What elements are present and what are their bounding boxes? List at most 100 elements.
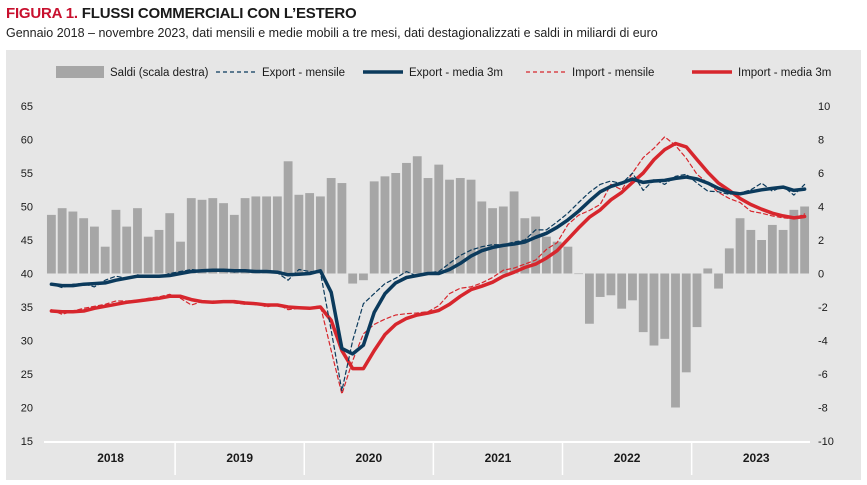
year-label: 2021: [485, 451, 512, 465]
saldi-bar: [262, 196, 272, 274]
saldi-bar: [746, 229, 756, 274]
saldi-bar: [735, 218, 745, 274]
legend-swatch-saldi: [56, 66, 104, 78]
saldi-bar: [477, 201, 487, 274]
saldi-bar: [68, 211, 78, 274]
saldi-bar: [391, 173, 401, 274]
saldi-bar: [154, 229, 164, 274]
saldi-bar: [531, 216, 541, 274]
y-right-tick: 0: [818, 269, 824, 281]
saldi-bar: [445, 179, 454, 274]
saldi-bar: [671, 273, 680, 408]
saldi-bar: [757, 240, 766, 274]
saldi-bar: [455, 178, 465, 274]
saldi-bar: [628, 273, 637, 301]
saldi-bar: [79, 218, 89, 274]
y-left-tick: 45: [21, 235, 33, 247]
y-left-tick: 20: [21, 403, 33, 415]
saldi-bar: [552, 241, 562, 274]
y-right-tick: 4: [818, 202, 824, 214]
saldi-bar: [563, 246, 573, 274]
saldi-bar: [778, 229, 788, 274]
saldi-bar: [57, 208, 67, 274]
saldi-bar: [541, 236, 551, 274]
saldi-bar: [402, 162, 411, 274]
saldi-bar: [111, 209, 121, 274]
saldi-bar: [315, 196, 325, 274]
saldi-bar: [90, 226, 99, 274]
saldi-bar: [692, 273, 702, 328]
year-label: 2019: [226, 451, 253, 465]
saldi-bar: [660, 273, 670, 339]
saldi-bar: [380, 176, 390, 274]
y-right-tick: 10: [818, 101, 830, 113]
y-left-tick: 15: [21, 436, 33, 448]
y-left-tick: 25: [21, 369, 33, 381]
saldi-bar: [789, 209, 799, 274]
saldi-bar: [595, 273, 605, 297]
saldi-bar: [305, 193, 315, 274]
saldi-bar: [509, 191, 519, 274]
y-left-tick: 50: [21, 202, 33, 214]
saldi-bar: [219, 203, 228, 274]
y-left-tick: 35: [21, 302, 33, 314]
saldi-bar: [800, 206, 810, 274]
y-left-tick: 65: [21, 101, 33, 113]
saldi-bar: [294, 194, 304, 274]
chart-subtitle: Gennaio 2018 – novembre 2023, dati mensi…: [6, 26, 658, 40]
saldi-bar: [714, 273, 723, 289]
chart-title: FIGURA 1. FLUSSI COMMERCIALI CON L’ESTER…: [6, 5, 357, 22]
saldi-bar: [574, 273, 584, 275]
saldi-bar: [326, 178, 336, 274]
y-right-tick: -8: [818, 403, 828, 415]
saldi-bar: [197, 199, 207, 274]
saldi-bar: [488, 208, 497, 274]
saldi-bar: [348, 273, 358, 284]
saldi-bar: [724, 248, 734, 274]
y-right-tick: -2: [818, 302, 828, 314]
saldi-bar: [100, 246, 110, 274]
saldi-bar: [649, 273, 659, 346]
year-label: 2018: [97, 451, 124, 465]
saldi-bar: [283, 161, 293, 274]
saldi-bar: [229, 214, 239, 274]
saldi-bar: [606, 273, 616, 296]
y-right-tick: 8: [818, 135, 824, 147]
chart-panel: Saldi (scala destra) Export - mensile Expo…: [6, 50, 861, 480]
legend-label: Saldi (scala destra): [110, 67, 209, 79]
year-label: 2020: [355, 451, 382, 465]
saldi-bar: [337, 183, 347, 274]
title-text: FLUSSI COMMERCIALI CON L’ESTERO: [81, 5, 357, 22]
y-left-tick: 30: [21, 336, 33, 348]
y-left-tick: 40: [21, 269, 33, 281]
y-left-tick: 60: [21, 135, 33, 147]
export-3m-line: [49, 175, 807, 356]
legend-label: Export - mensile: [262, 67, 345, 79]
saldi-bar: [359, 273, 368, 281]
year-label: 2022: [614, 451, 641, 465]
y-right-tick: 2: [818, 235, 824, 247]
y-right-tick: 6: [818, 168, 824, 180]
saldi-bar: [186, 198, 196, 274]
saldi-bar: [638, 273, 648, 333]
saldi-bar: [122, 226, 132, 274]
legend-label: Export - media 3m: [409, 67, 503, 79]
saldi-bar: [412, 156, 422, 274]
y-left-tick: 55: [21, 168, 33, 180]
saldi-bar: [46, 214, 56, 274]
saldi-bar: [165, 213, 175, 274]
saldi-bar: [272, 196, 282, 274]
saldi-bar: [681, 273, 691, 373]
year-label: 2023: [743, 451, 770, 465]
saldi-bar: [434, 164, 444, 274]
saldi-bar: [208, 198, 218, 274]
saldi-bar: [520, 218, 530, 274]
saldi-bar: [466, 179, 476, 274]
saldi-bar: [369, 181, 379, 274]
saldi-bar: [251, 196, 261, 274]
import-3m-line: [49, 141, 807, 371]
saldi-bar: [584, 273, 594, 324]
trade-chart: Saldi (scala destra) Export - mensile Expo…: [21, 66, 834, 475]
figure-label: FIGURA 1.: [6, 5, 78, 22]
saldi-bar: [143, 236, 153, 274]
